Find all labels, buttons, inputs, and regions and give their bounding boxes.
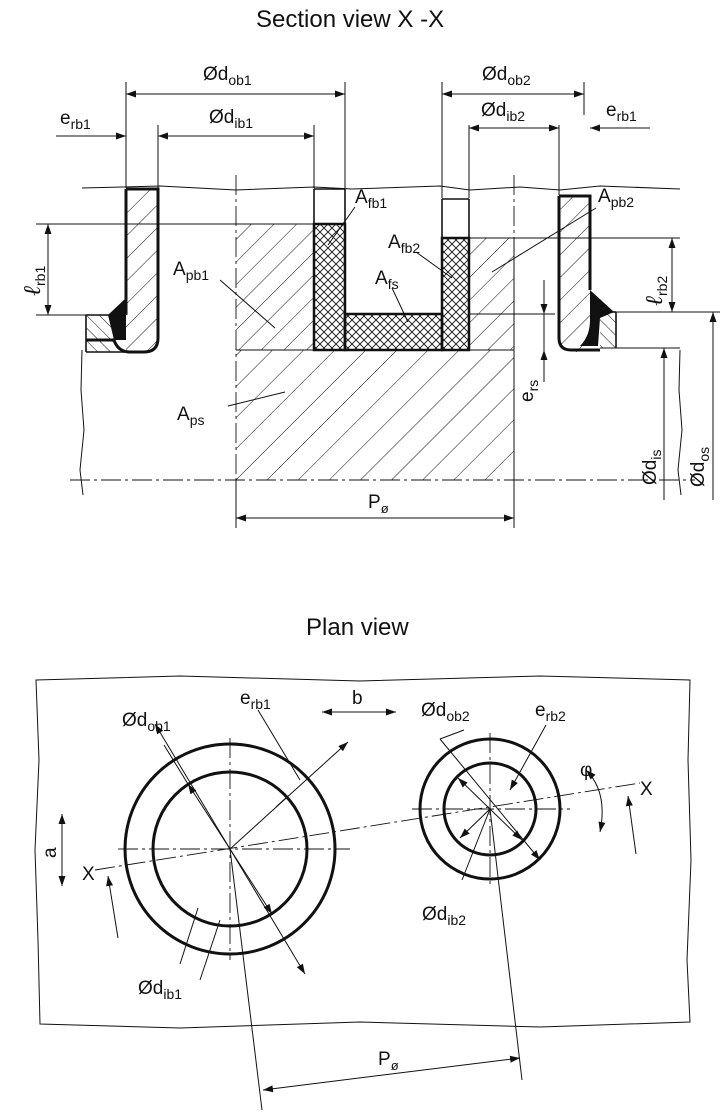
label-plan-erb2: erb2 xyxy=(535,700,566,724)
label-plan-x-left: X xyxy=(82,864,95,885)
dim-erb2-plan xyxy=(509,724,547,791)
left-weld xyxy=(108,298,126,340)
dim-line-pphi-plan xyxy=(262,1055,521,1093)
leader-afb1 xyxy=(327,206,356,246)
area-fb1 xyxy=(312,222,347,352)
dim-dib1-leader xyxy=(199,919,221,981)
plate-right-break-line xyxy=(677,349,683,496)
dim-erb1-plan xyxy=(229,741,349,850)
label-dis: Ødis xyxy=(640,450,664,485)
plan-view: Plan view xyxy=(34,614,692,1111)
label-dob2: Ødob2 xyxy=(482,64,531,88)
left-ring-outline xyxy=(86,187,160,354)
plan-view-title: Plan view xyxy=(306,614,409,641)
label-plan-dob2: Ødob2 xyxy=(421,700,470,724)
label-erb1-right: erb1 xyxy=(606,100,637,124)
label-dib1: Ødib1 xyxy=(209,107,253,131)
section-arrow-left xyxy=(106,875,119,939)
leader-afs xyxy=(391,287,409,323)
label-plan-x-right: X xyxy=(640,779,653,800)
label-plan-erb1: erb1 xyxy=(240,688,271,712)
leader-aps xyxy=(227,391,286,407)
label-aps: Aps xyxy=(177,404,204,428)
ring-wall-left xyxy=(126,189,158,352)
label-apb2: Apb2 xyxy=(598,186,634,210)
section-line-x xyxy=(94,782,641,871)
section-arrow-right xyxy=(625,795,637,855)
area-fb2 xyxy=(440,236,471,352)
area-ps xyxy=(236,350,514,480)
label-lrb2: ℓrb2 xyxy=(642,276,670,306)
plate-left-break-line xyxy=(79,349,85,496)
label-afs: Afs xyxy=(375,268,399,292)
label-plan-dib1: Ødib1 xyxy=(138,978,182,1002)
label-lrb1: ℓrb1 xyxy=(20,266,48,296)
leader-apb2 xyxy=(491,207,597,273)
section-view: Section view X -X xyxy=(20,6,720,528)
label-ers: ers xyxy=(517,380,541,402)
ring-wall-right xyxy=(559,196,590,352)
label-dos: Ødos xyxy=(688,447,712,487)
base-plate-right-stub xyxy=(600,312,616,348)
label-dob1: Ødob1 xyxy=(203,64,252,88)
section-view-title: Section view X -X xyxy=(256,6,444,33)
area-pb1 xyxy=(236,224,314,350)
label-plan-b: b xyxy=(352,688,363,709)
plate-top-break-line xyxy=(81,185,681,191)
label-plan-dob1: Ødob1 xyxy=(122,710,171,734)
label-plan-pphi: Pø xyxy=(378,1049,399,1073)
right-ring-outline xyxy=(557,194,600,352)
label-apb1: Apb1 xyxy=(173,259,209,283)
leader-apb1 xyxy=(219,279,276,329)
label-erb1-left: erb1 xyxy=(60,108,91,132)
label-plan-phi: φ xyxy=(580,760,592,781)
label-plan-a: a xyxy=(40,847,61,858)
label-afb2: Afb2 xyxy=(388,232,420,256)
right-weld xyxy=(580,290,614,346)
label-plan-dib2: Ødib2 xyxy=(422,904,466,928)
area-fs xyxy=(343,312,444,352)
area-pb2 xyxy=(469,238,514,350)
plate-outline xyxy=(34,675,692,1029)
angle-phi-arc xyxy=(585,769,606,833)
leader-afb2 xyxy=(415,251,453,279)
label-pphi-section: Pø xyxy=(368,492,389,516)
label-afb1: Afb1 xyxy=(355,187,387,211)
label-dib2: Ødib2 xyxy=(481,100,525,124)
